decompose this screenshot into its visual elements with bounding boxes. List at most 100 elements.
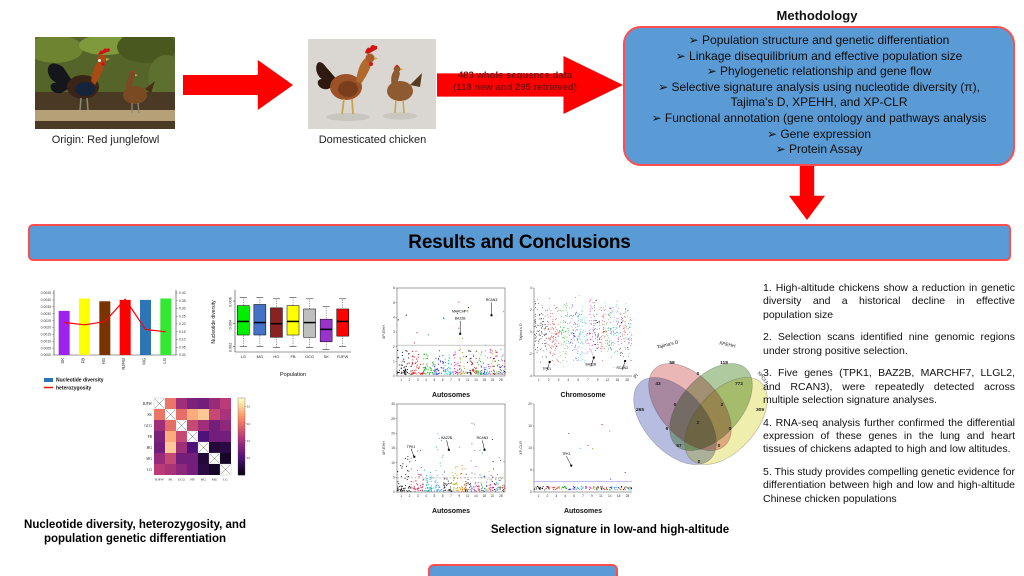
svg-text:0.04: 0.04 <box>247 439 250 443</box>
manhattan-plot-xpehh-bottom: 0 5 10 15 20 25 30 XP-EHH 1 2 3 4 5 6 7 9 11 14 18 22 28 Auto… <box>377 399 510 517</box>
methodology-item: ➢ Linkage disequilibrium and effective p… <box>675 48 963 63</box>
svg-text:4: 4 <box>425 494 427 498</box>
svg-text:RJFW: RJFW <box>121 358 126 370</box>
svg-text:0.00: 0.00 <box>179 353 186 357</box>
sequence-data-label: 483 whole sequence data (118 new and 295… <box>440 70 590 94</box>
svg-text:-4: -4 <box>529 374 532 378</box>
svg-text:FB: FB <box>190 478 195 482</box>
origin-caption: Origin: Red junglefowl <box>51 134 160 146</box>
conclusion-item: 5. This study provides compelling geneti… <box>763 465 1015 505</box>
svg-text:FB: FB <box>81 358 86 364</box>
svg-text:3: 3 <box>417 378 419 382</box>
svg-text:0: 0 <box>697 371 700 377</box>
svg-text:58: 58 <box>669 360 675 366</box>
svg-text:15: 15 <box>391 446 395 450</box>
svg-text:2: 2 <box>409 378 411 382</box>
svg-text:Nucleotide diversity: Nucleotide diversity <box>211 300 217 344</box>
svg-text:BAZ2B: BAZ2B <box>455 317 466 321</box>
svg-text:265: 265 <box>636 407 644 413</box>
svg-text:0.10: 0.10 <box>179 338 186 342</box>
svg-text:0: 0 <box>674 402 677 408</box>
svg-text:0.0010: 0.0010 <box>41 339 51 343</box>
svg-text:0: 0 <box>530 490 532 494</box>
svg-text:7: 7 <box>450 378 452 382</box>
svg-text:5: 5 <box>573 494 575 498</box>
svg-text:7: 7 <box>450 494 452 498</box>
manhattan-plot-xpclr: 0 5 10 15 20 XP-CLR 1 2 3 4 5 7 9 11 14 18 28 Autosomes TP… <box>514 399 637 517</box>
svg-text:5: 5 <box>393 475 395 479</box>
svg-text:2: 2 <box>697 420 700 426</box>
svg-text:TPK1: TPK1 <box>407 445 416 449</box>
svg-text:5: 5 <box>433 378 435 382</box>
svg-text:SK: SK <box>168 478 173 482</box>
svg-text:0.0005: 0.0005 <box>41 346 51 350</box>
svg-text:0: 0 <box>393 374 395 378</box>
svg-text:Tajima's D: Tajima's D <box>519 323 523 341</box>
svg-text:XPEHH: XPEHH <box>718 340 736 349</box>
svg-text:0.05: 0.05 <box>179 345 186 349</box>
domesticated-caption: Domesticated chicken <box>318 134 427 146</box>
svg-text:6: 6 <box>666 426 669 432</box>
methodology-title: Methodology <box>776 8 858 23</box>
svg-text:0.0045: 0.0045 <box>41 291 51 295</box>
svg-text:HG: HG <box>201 478 206 482</box>
svg-text:0.0020: 0.0020 <box>41 326 51 330</box>
svg-text:XP-CLR: XP-CLR <box>519 441 523 455</box>
svg-text:309: 309 <box>756 407 764 413</box>
svg-text:RJFW: RJFW <box>337 354 348 359</box>
svg-text:6: 6 <box>442 494 444 498</box>
svg-text:0.0015: 0.0015 <box>41 333 51 337</box>
svg-text:0.0040: 0.0040 <box>41 298 51 302</box>
svg-text:2: 2 <box>546 494 548 498</box>
methodology-item: ➢ Selective signature analysis using nuc… <box>658 79 980 94</box>
svg-text:18: 18 <box>616 378 620 382</box>
svg-text:MG: MG <box>257 354 263 359</box>
svg-text:0.0030: 0.0030 <box>41 312 51 316</box>
svg-text:10: 10 <box>391 461 395 465</box>
svg-text:20: 20 <box>391 431 395 435</box>
svg-text:GCG: GCG <box>144 424 152 428</box>
manhattan-plot-xpehh-top: 0 1 2 3 4 5 6 XP-EHH 1 2 3 4 5 6 7 9 11 14 18 24 28 Autosomes… <box>377 283 510 401</box>
methodology-item: ➢ Functional annotation (gene ontology a… <box>651 110 987 125</box>
svg-text:0.20: 0.20 <box>179 322 186 326</box>
svg-text:0.15: 0.15 <box>179 330 186 334</box>
svg-text:4: 4 <box>530 286 532 290</box>
svg-text:heterozygosity: heterozygosity <box>56 386 92 392</box>
svg-text:9: 9 <box>458 494 460 498</box>
svg-text:MARCHF7: MARCHF7 <box>452 310 469 314</box>
svg-text:30: 30 <box>391 402 395 406</box>
svg-text:2: 2 <box>721 402 724 408</box>
svg-text:FB: FB <box>290 354 295 359</box>
svg-text:GCG: GCG <box>178 478 186 482</box>
methodology-box: ➢ Population structure and genetic diffe… <box>623 26 1015 166</box>
svg-text:4: 4 <box>564 494 566 498</box>
svg-text:LG: LG <box>241 354 246 359</box>
svg-text:20: 20 <box>528 402 532 406</box>
svg-text:MG: MG <box>146 457 152 461</box>
svg-text:LG: LG <box>147 468 152 472</box>
svg-text:1: 1 <box>538 494 540 498</box>
svg-text:2: 2 <box>409 494 411 498</box>
svg-text:Autosomes: Autosomes <box>564 508 602 515</box>
svg-text:0.06: 0.06 <box>247 422 250 426</box>
svg-text:6: 6 <box>393 286 395 290</box>
svg-text:0.35: 0.35 <box>179 299 186 303</box>
svg-text:RCAN3: RCAN3 <box>477 436 489 440</box>
svg-text:Nucleotide diversity: Nucleotide diversity <box>56 378 104 384</box>
svg-text:14: 14 <box>608 494 612 498</box>
svg-text:18: 18 <box>482 378 486 382</box>
svg-text:RCAN3: RCAN3 <box>486 298 498 302</box>
svg-text:HG: HG <box>273 354 279 359</box>
svg-text:11: 11 <box>466 494 470 498</box>
svg-text:MG: MG <box>142 358 147 365</box>
svg-text:118: 118 <box>720 360 728 366</box>
svg-text:Pi: Pi <box>633 373 640 380</box>
svg-text:5: 5 <box>577 378 579 382</box>
svg-text:4: 4 <box>425 378 427 382</box>
svg-text:FB: FB <box>148 435 153 439</box>
svg-text:9: 9 <box>597 378 599 382</box>
methodology-item: ➢ Protein Assay <box>775 142 863 157</box>
svg-text:18: 18 <box>482 494 486 498</box>
svg-text:Autosomes: Autosomes <box>432 392 470 399</box>
sequence-data-line2: (118 new and 295 retrieved) <box>453 81 577 93</box>
